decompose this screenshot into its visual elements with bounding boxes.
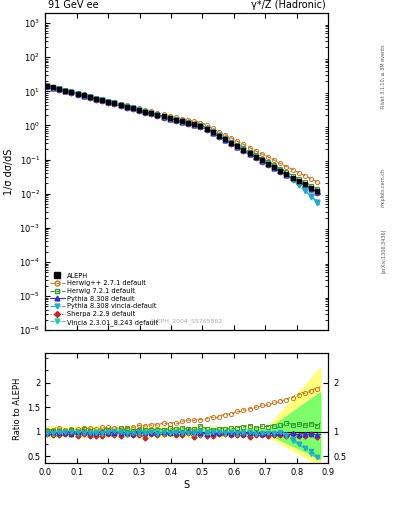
- Text: γ*/Z (Hadronic): γ*/Z (Hadronic): [251, 0, 325, 10]
- Text: ALEPH_2004_S5765862: ALEPH_2004_S5765862: [150, 318, 223, 324]
- Y-axis label: 1/σ dσ/dS: 1/σ dσ/dS: [4, 148, 14, 195]
- Text: Rivet 3.1.10, ≥ 3M events: Rivet 3.1.10, ≥ 3M events: [381, 45, 386, 108]
- Y-axis label: Ratio to ALEPH: Ratio to ALEPH: [13, 377, 22, 439]
- Text: mcplots.cern.ch: mcplots.cern.ch: [381, 168, 386, 207]
- Text: 91 GeV ee: 91 GeV ee: [48, 0, 99, 10]
- Text: [arXiv:1306.3436]: [arXiv:1306.3436]: [381, 229, 386, 273]
- Legend: ALEPH, Herwig++ 2.7.1 default, Herwig 7.2.1 default, Pythia 8.308 default, Pythi: ALEPH, Herwig++ 2.7.1 default, Herwig 7.…: [48, 271, 160, 327]
- X-axis label: S: S: [184, 480, 190, 490]
